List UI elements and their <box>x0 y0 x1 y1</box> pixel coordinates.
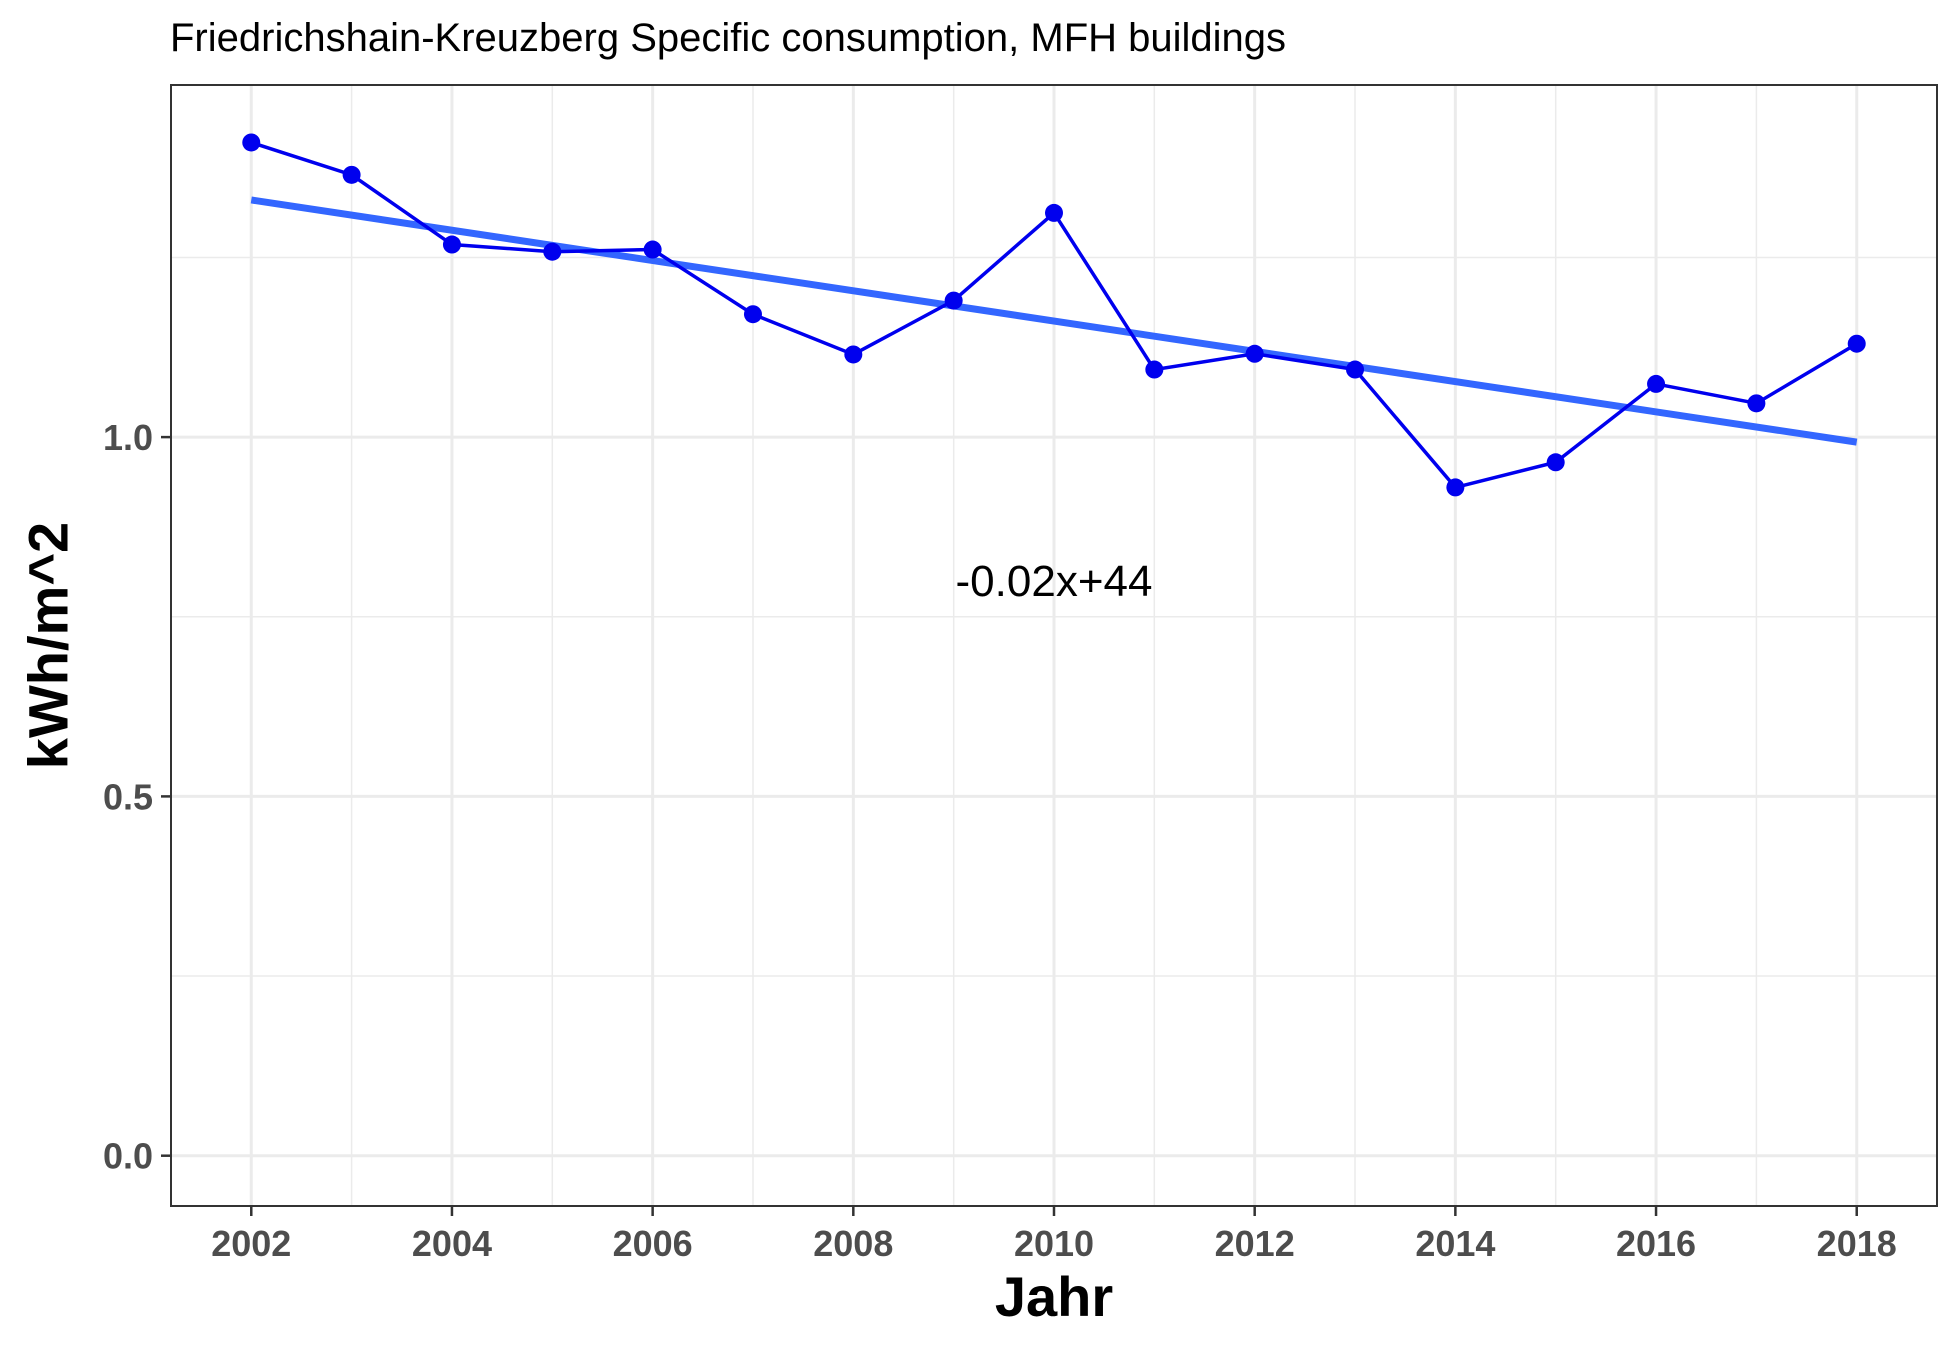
trend-line <box>250 196 1858 446</box>
x-tick-label: 2002 <box>211 1223 291 1264</box>
data-point <box>1045 203 1063 222</box>
data-point <box>242 133 261 152</box>
data-point <box>442 235 461 254</box>
data-point <box>342 165 361 184</box>
data-point <box>1647 374 1666 393</box>
x-tick-label: 2012 <box>1215 1223 1295 1264</box>
data-point <box>543 242 562 261</box>
data-point <box>1346 360 1365 379</box>
x-axis: 2002 2004 2006 2008 2010 2012 2014 2016 2018 <box>211 1206 1897 1264</box>
x-axis-title: Jahr <box>995 1265 1113 1328</box>
data-point <box>643 240 662 259</box>
y-tick-label: 0.5 <box>103 776 153 817</box>
y-tick-label: 1.0 <box>103 417 153 458</box>
trend-equation-annotation: -0.02x+44 <box>956 557 1153 606</box>
data-point <box>844 345 863 364</box>
x-tick-label: 2008 <box>813 1223 893 1264</box>
chart-title: Friedrichshain-Kreuzberg Specific consum… <box>170 16 1286 60</box>
data-point <box>743 305 762 324</box>
major-gridlines <box>171 85 1937 1206</box>
y-tick-label: 0.0 <box>103 1136 153 1177</box>
data-point <box>1145 360 1164 379</box>
data-point <box>1446 478 1465 497</box>
data-point <box>1747 394 1766 413</box>
data-point <box>944 291 963 310</box>
y-axis-title: kWh/m^2 <box>17 522 80 769</box>
x-tick-label: 2018 <box>1817 1223 1897 1264</box>
x-tick-label: 2010 <box>1014 1223 1094 1264</box>
data-point <box>1847 334 1866 353</box>
x-tick-label: 2016 <box>1616 1223 1696 1264</box>
x-tick-label: 2014 <box>1415 1223 1495 1264</box>
trend-line-layer <box>250 196 1858 446</box>
data-point <box>1546 453 1565 472</box>
data-point <box>1245 344 1264 363</box>
series-layer <box>242 133 1866 497</box>
y-axis: 0.0 0.5 1.0 <box>103 417 171 1177</box>
x-tick-label: 2004 <box>412 1223 492 1264</box>
x-tick-label: 2006 <box>613 1223 693 1264</box>
